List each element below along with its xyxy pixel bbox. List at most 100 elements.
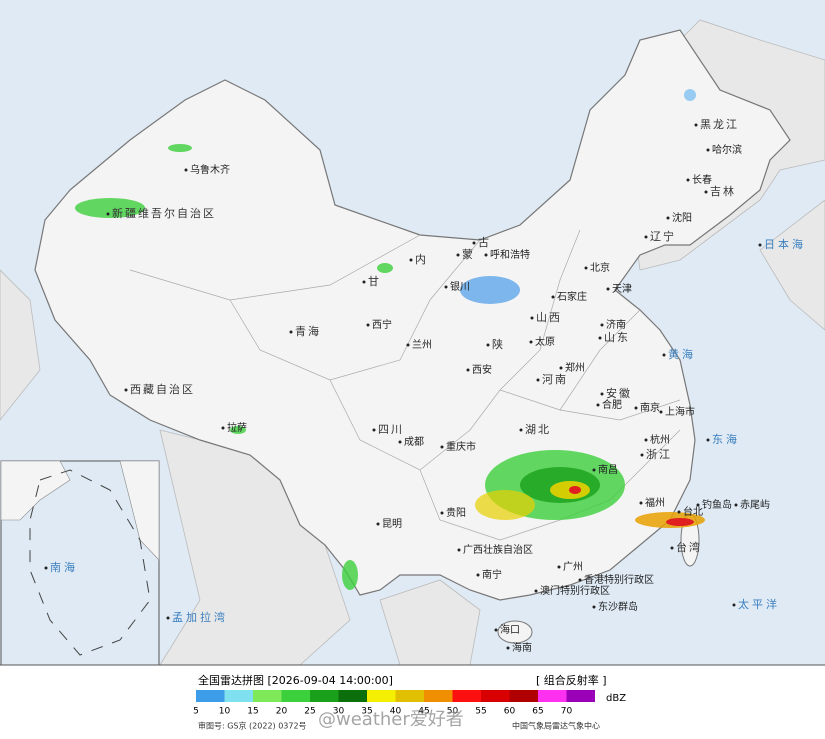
legend-swatch [253, 690, 282, 702]
legend-label: 70 [561, 707, 573, 717]
legend-label: 15 [247, 707, 258, 717]
legend-label: 5 [193, 707, 199, 717]
legend-swatch [367, 690, 396, 702]
map-label: 广西壮族自治区 [463, 543, 533, 556]
map-label: 新疆维吾尔自治区 [112, 206, 216, 220]
place-dot [457, 548, 461, 552]
place-dot [696, 503, 700, 507]
place-dot [221, 426, 225, 430]
place-dot [534, 589, 538, 593]
legend-label: 10 [219, 707, 231, 717]
place-dot [706, 148, 710, 152]
map-label: 西安 [472, 363, 492, 376]
map-label: 甘 [368, 275, 381, 288]
map-label: 南昌 [598, 463, 618, 476]
place-dot [644, 438, 648, 442]
place-dot [644, 235, 648, 239]
place-dot [557, 565, 561, 569]
place-dot [106, 212, 110, 216]
map-label: 浙江 [646, 448, 672, 461]
legend-label: 40 [390, 707, 402, 717]
place-dot [592, 468, 596, 472]
map-label: 钓鱼岛 [702, 498, 732, 511]
legend-label: 65 [532, 707, 543, 717]
legend-swatch [509, 690, 538, 702]
map-label: 海口 [500, 623, 520, 636]
place-dot [184, 168, 188, 172]
legend-swatch [538, 690, 567, 702]
place-dot [456, 253, 460, 257]
legend-label: 25 [304, 707, 315, 717]
map-label: 成都 [404, 436, 424, 448]
place-dot [466, 368, 470, 372]
place-dot [398, 440, 402, 444]
place-dot [506, 646, 510, 650]
radar-echoes [75, 89, 705, 590]
legend-swatch [452, 690, 481, 702]
place-dot [530, 316, 534, 320]
place-dot [677, 510, 681, 514]
map-label: 重庆市 [446, 440, 476, 453]
map-label: 香港特别行政区 [584, 573, 654, 586]
neighbor-land [0, 19, 825, 666]
map-label: 黑龙江 [700, 118, 739, 131]
issuer: 中国气象局雷达气象中心 [512, 721, 600, 731]
legend-swatch [196, 690, 225, 702]
place-dot [706, 438, 710, 442]
legend-swatch [224, 690, 253, 702]
place-dot [670, 546, 674, 550]
place-dot [584, 266, 588, 270]
map-label: 四川 [378, 423, 404, 436]
place-dot [444, 285, 448, 289]
map-label: 青海 [295, 324, 321, 338]
legend-label: 50 [447, 707, 459, 717]
map-label: 杭州 [650, 433, 670, 446]
place-dot [666, 216, 670, 220]
map-label: 合肥 [602, 398, 622, 411]
map-label: 南京 [640, 401, 660, 414]
place-dot [486, 343, 490, 347]
map-label: 乌鲁木齐 [190, 163, 230, 176]
place-dot [704, 190, 708, 194]
map-label: 长春 [692, 174, 712, 186]
place-dot [662, 353, 666, 357]
watermark: @weather爱好者 [318, 709, 464, 730]
map-label: 古 [478, 236, 491, 249]
place-dot [166, 616, 170, 620]
place-dot [372, 428, 376, 432]
china-land [34, 29, 791, 601]
place-dot [734, 503, 738, 507]
map-label: 内 [415, 252, 428, 266]
place-dot [529, 340, 533, 344]
map-label: 南宁 [482, 568, 502, 581]
map-label: 台湾 [676, 540, 702, 554]
legend-swatch [338, 690, 367, 702]
place-dot [44, 566, 48, 570]
place-dot [596, 403, 600, 407]
map-label: 西宁 [372, 318, 392, 331]
place-dot [640, 453, 644, 457]
place-dot [732, 603, 736, 607]
map-label: 昆明 [382, 518, 402, 530]
place-dot [440, 445, 444, 449]
place-dot [409, 258, 413, 262]
place-dot [494, 628, 498, 632]
map-label: 吉林 [710, 184, 736, 198]
map-label: 蒙 [462, 248, 475, 261]
place-dot [592, 605, 596, 609]
map-label: 呼和浩特 [490, 249, 530, 261]
map-label: 陕 [492, 337, 505, 351]
place-dot [606, 287, 610, 291]
legend-swatch [566, 690, 595, 702]
product-name: [ 组合反射率 ] [536, 673, 607, 687]
map-label: 孟加拉湾 [172, 610, 228, 624]
legend-swatch [395, 690, 424, 702]
place-dot [484, 253, 488, 257]
map-label: 东沙群岛 [598, 600, 638, 613]
place-dot [362, 280, 366, 284]
legend-label: 20 [276, 707, 288, 717]
place-dot [440, 511, 444, 515]
map-label: 上海市 [665, 405, 695, 418]
